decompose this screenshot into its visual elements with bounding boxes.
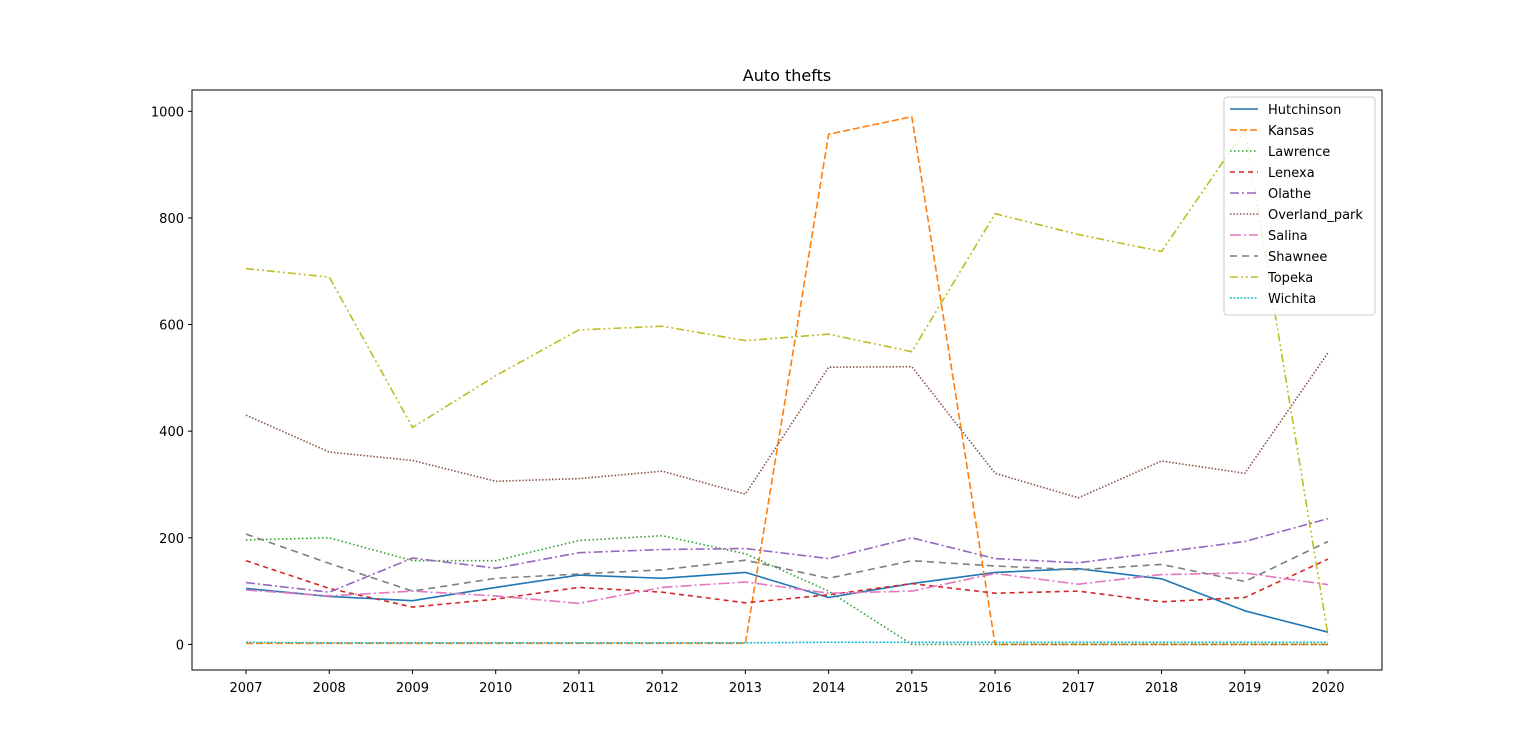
series-line-topeka: [245, 129, 1329, 636]
plot-lines: [245, 115, 1329, 646]
y-tick-label: 1000: [151, 105, 184, 120]
series-line-hutchinson: [245, 567, 1329, 633]
legend-label: Overland_park: [1268, 208, 1363, 223]
x-tick-label: 2018: [1145, 681, 1178, 696]
x-tick-label: 2008: [313, 681, 346, 696]
x-tick-label: 2013: [729, 681, 762, 696]
x-tick-label: 2007: [229, 681, 262, 696]
legend-label: Salina: [1268, 229, 1308, 244]
legend-label: Wichita: [1268, 292, 1316, 307]
chart-title: Auto thefts: [743, 66, 831, 85]
series-line-lawrence: [245, 534, 1328, 646]
legend-label: Topeka: [1267, 271, 1313, 286]
y-tick-label: 600: [159, 319, 184, 334]
legend: Hutchinson Kansas Lawrence Lenexa Olathe Over…: [1223, 96, 1376, 316]
x-tick-label: 2019: [1228, 681, 1261, 696]
legend-label: Shawnee: [1268, 250, 1327, 265]
x-tick-label: 2020: [1311, 681, 1344, 696]
legend-label: Olathe: [1268, 187, 1311, 202]
legend-label: Lenexa: [1268, 166, 1315, 181]
series-line-shawnee: [245, 533, 1329, 592]
y-tick-label: 0: [176, 638, 184, 653]
x-tick-label: 2012: [646, 681, 679, 696]
x-tick-label: 2016: [979, 681, 1012, 696]
axes-frame: [191, 89, 1383, 671]
legend-label: Hutchinson: [1268, 103, 1341, 118]
x-tick-label: 2009: [396, 681, 429, 696]
y-tick-label: 200: [159, 532, 184, 547]
legend-label: Lawrence: [1268, 145, 1330, 160]
y-tick-label: 800: [159, 212, 184, 227]
x-axis: 2007 2008 2009 2010 2011 2012 2013 2014 2015 2016…: [229, 670, 1345, 696]
series-line-kansas: [246, 115, 1328, 646]
x-tick-label: 2015: [895, 681, 928, 696]
legend-box: [1223, 96, 1376, 316]
series-line-overland-park: [245, 352, 1329, 499]
series-line-wichita: [245, 641, 1328, 644]
y-axis: 0 200 400 600 800 1000: [151, 105, 192, 653]
series-line-lenexa: [245, 558, 1329, 608]
legend-label: Kansas: [1268, 124, 1314, 139]
series-line-salina: [245, 572, 1329, 605]
x-tick-label: 2017: [1062, 681, 1095, 696]
x-tick-label: 2014: [812, 681, 845, 696]
x-tick-label: 2011: [562, 681, 595, 696]
x-tick-label: 2010: [479, 681, 512, 696]
series-line-olathe: [245, 517, 1329, 594]
y-tick-label: 400: [159, 425, 184, 440]
